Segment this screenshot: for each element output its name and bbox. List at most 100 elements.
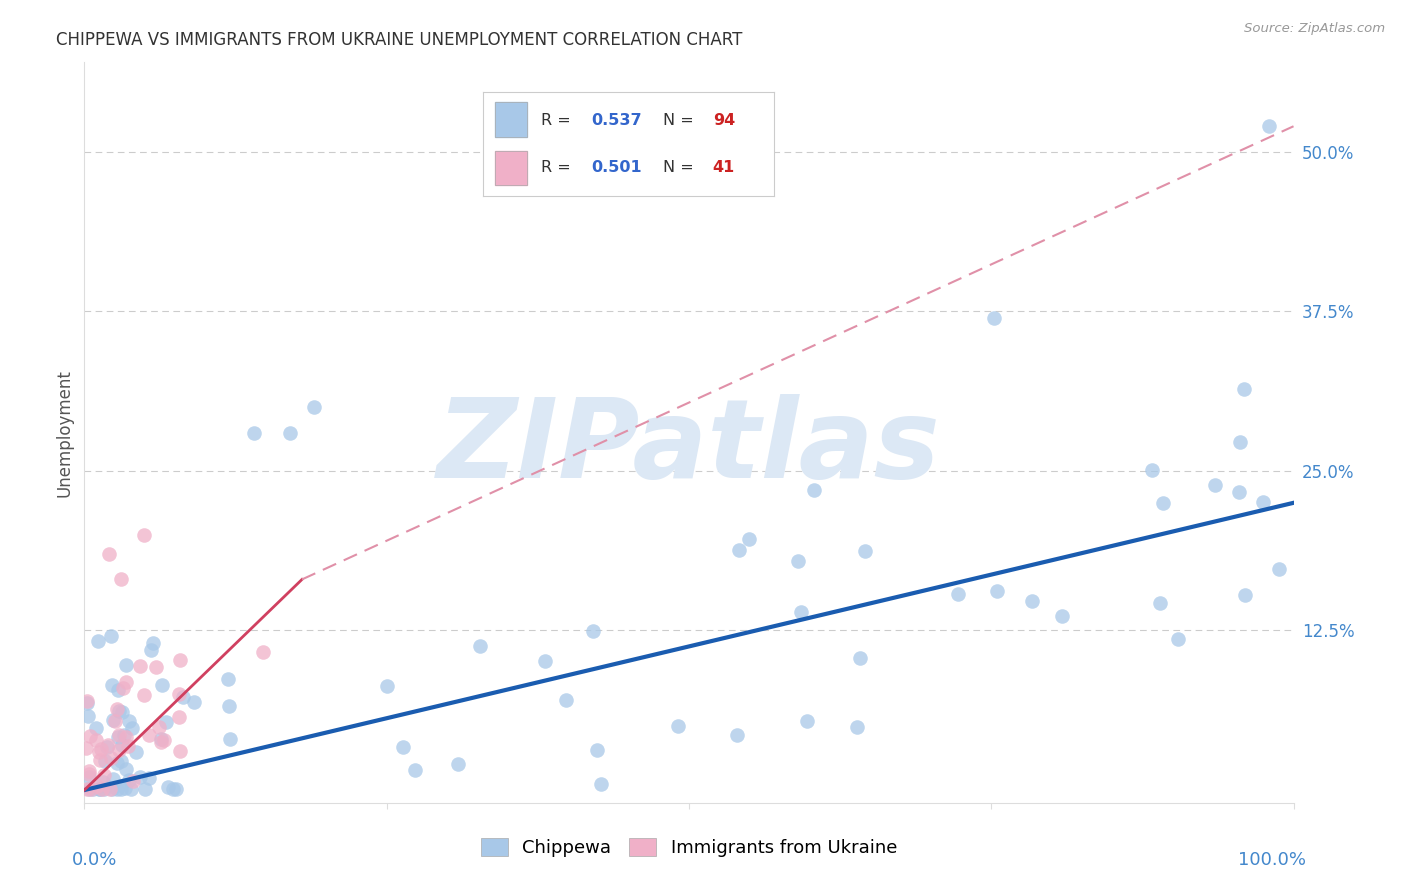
Point	[1227, 484, 1250, 499]
Point	[853, 543, 876, 558]
Point	[1268, 562, 1291, 576]
Point	[120, 781, 142, 796]
Point	[87, 634, 110, 648]
Point	[218, 732, 240, 747]
Point	[242, 425, 264, 440]
Point	[121, 721, 143, 735]
Point	[79, 729, 101, 743]
Point	[82, 781, 104, 796]
Point	[1258, 120, 1281, 134]
Point	[108, 704, 131, 718]
Point	[447, 757, 470, 772]
Point	[1050, 608, 1073, 623]
Point	[1204, 478, 1226, 492]
Point	[111, 681, 134, 695]
Point	[112, 728, 135, 742]
Point	[96, 739, 118, 754]
Point	[110, 573, 132, 587]
Point	[169, 653, 191, 667]
Point	[90, 742, 112, 756]
Point	[87, 781, 110, 796]
Point	[169, 709, 191, 723]
Point	[93, 781, 115, 796]
Point	[100, 629, 122, 643]
Point	[534, 654, 557, 668]
Point	[101, 772, 124, 786]
Point	[125, 745, 148, 759]
Point	[142, 635, 165, 649]
Point	[183, 694, 205, 708]
Point	[108, 729, 131, 743]
Point	[849, 651, 872, 665]
Point	[76, 781, 98, 796]
Point	[107, 682, 129, 697]
Point	[91, 774, 114, 789]
Point	[77, 781, 100, 796]
Point	[172, 690, 194, 704]
Point	[132, 688, 155, 702]
Point	[641, 120, 664, 134]
Point	[77, 709, 100, 723]
Point	[1140, 463, 1163, 477]
Text: CHIPPEWA VS IMMIGRANTS FROM UKRAINE UNEMPLOYMENT CORRELATION CHART: CHIPPEWA VS IMMIGRANTS FROM UKRAINE UNEM…	[56, 31, 742, 49]
Point	[94, 754, 117, 768]
Point	[217, 673, 239, 687]
Point	[586, 743, 609, 757]
Point	[77, 766, 100, 780]
Point	[75, 741, 97, 756]
Point	[86, 780, 108, 794]
Point	[110, 754, 132, 768]
Point	[169, 744, 191, 758]
Point	[105, 781, 128, 796]
Point	[152, 733, 174, 747]
Point	[115, 730, 138, 744]
Point	[107, 731, 129, 745]
Point	[946, 587, 969, 601]
Text: 0.0%: 0.0%	[72, 851, 118, 869]
Point	[157, 780, 180, 794]
Point	[150, 732, 173, 747]
Point	[986, 584, 1008, 599]
Point	[787, 553, 810, 567]
Point	[111, 739, 134, 753]
Point	[110, 781, 132, 796]
Point	[983, 310, 1005, 325]
Point	[89, 753, 111, 767]
Point	[84, 732, 107, 747]
Point	[162, 781, 184, 796]
Point	[115, 657, 138, 672]
Point	[468, 639, 491, 653]
Point	[790, 605, 813, 619]
Point	[104, 714, 127, 728]
Point	[103, 713, 125, 727]
Point	[727, 542, 749, 557]
Point	[117, 739, 139, 753]
Point	[122, 774, 145, 789]
Point	[138, 771, 160, 785]
Point	[89, 781, 111, 796]
Point	[738, 533, 761, 547]
Point	[845, 720, 868, 734]
Point	[76, 694, 98, 708]
Point	[118, 714, 141, 728]
Point	[218, 699, 240, 714]
Text: Source: ZipAtlas.com: Source: ZipAtlas.com	[1244, 22, 1385, 36]
Point	[404, 764, 426, 778]
Point	[77, 770, 100, 784]
Point	[96, 739, 118, 753]
Point	[108, 743, 131, 757]
Point	[591, 777, 613, 791]
Point	[90, 781, 112, 796]
Point	[118, 773, 141, 788]
Point	[114, 780, 136, 795]
Point	[101, 677, 124, 691]
Point	[1021, 593, 1043, 607]
Y-axis label: Unemployment: Unemployment	[55, 368, 73, 497]
Point	[375, 679, 398, 693]
Point	[93, 768, 115, 782]
Point	[1149, 596, 1171, 610]
Point	[141, 643, 163, 657]
Point	[302, 400, 325, 414]
Text: ZIPatlas: ZIPatlas	[437, 394, 941, 501]
Point	[391, 740, 413, 755]
